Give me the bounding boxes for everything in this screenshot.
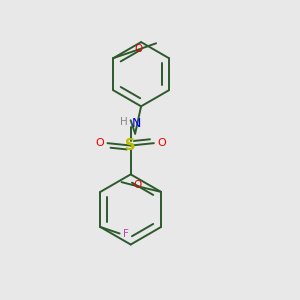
Text: O: O	[135, 44, 143, 54]
Text: O: O	[134, 180, 142, 190]
Text: O: O	[157, 138, 166, 148]
Text: N: N	[131, 117, 141, 130]
Text: H: H	[120, 117, 128, 128]
Text: O: O	[96, 138, 104, 148]
Text: S: S	[125, 138, 136, 153]
Text: F: F	[123, 229, 129, 238]
